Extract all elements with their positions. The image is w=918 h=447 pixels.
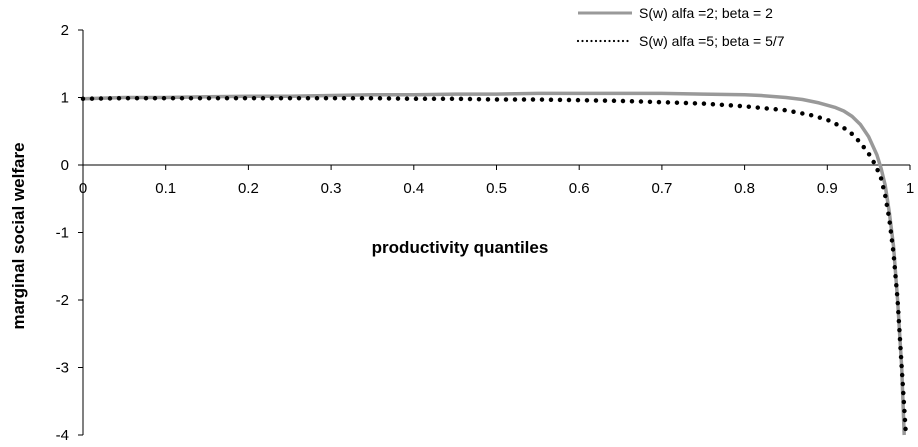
y-tick-label: -2	[56, 292, 69, 309]
x-tick-label: 0.9	[817, 180, 838, 197]
legend: S(w) alfa =2; beta = 2 S(w) alfa =5; beta…	[576, 5, 785, 49]
x-tick-label: 0.3	[321, 180, 342, 197]
legend-label-1: S(w) alfa =2; beta = 2	[639, 5, 773, 21]
x-tick-label: 1	[906, 180, 914, 197]
y-tick-label: -1	[56, 225, 69, 242]
x-tick-label: 0.8	[734, 180, 755, 197]
y-axis-title: marginal social welfare	[9, 142, 28, 329]
x-tick-label: 0.7	[651, 180, 672, 197]
y-tick-label: -3	[56, 360, 69, 377]
x-tick-label: 0.6	[569, 180, 590, 197]
x-tick-label: 0.1	[155, 180, 176, 197]
series-layer	[80, 91, 909, 438]
x-axis-title: productivity quantiles	[372, 238, 549, 257]
x-tick-label: 0	[79, 180, 87, 197]
series-line-2	[80, 95, 909, 438]
y-tick-label: 2	[61, 22, 69, 39]
series-line-1	[82, 91, 906, 436]
tick-labels: 2 1 0 -1 -2 -3 -4 0 0.1 0.2 0.3 0.4 0.5 0.6 0.7 0.8 0.9 1	[56, 22, 915, 444]
y-tick-label: 0	[61, 157, 69, 174]
legend-label-2: S(w) alfa =5; beta = 5/7	[639, 33, 785, 49]
x-tick-label: 0.2	[238, 180, 259, 197]
x-tick-label: 0.5	[486, 180, 507, 197]
y-tick-label: 1	[61, 90, 69, 107]
axes	[78, 29, 911, 436]
x-tick-label: 0.4	[403, 180, 424, 197]
y-tick-label: -4	[56, 427, 69, 444]
